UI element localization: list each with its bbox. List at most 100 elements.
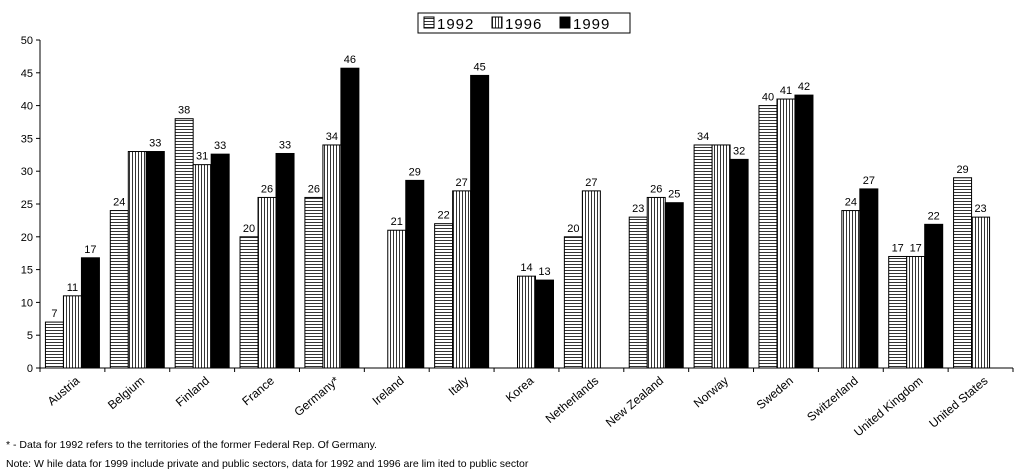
bar	[452, 190, 472, 369]
bar	[563, 236, 583, 369]
bar	[628, 216, 648, 369]
bar	[192, 164, 212, 369]
bar	[470, 74, 490, 369]
data-label: 23	[632, 203, 644, 215]
y-tick-label: 10	[21, 297, 33, 309]
data-label: 41	[780, 85, 792, 97]
bar	[953, 177, 973, 369]
y-tick-label: 5	[27, 330, 33, 342]
legend-label: 1996	[505, 16, 542, 33]
bar	[859, 188, 879, 369]
data-label: 29	[956, 164, 968, 176]
bar	[44, 321, 64, 369]
data-label: 38	[178, 105, 190, 117]
bar	[387, 229, 407, 369]
data-label: 17	[84, 244, 96, 256]
legend-swatch	[491, 16, 503, 29]
bar	[841, 210, 861, 369]
bar	[535, 279, 554, 369]
bar	[581, 190, 601, 369]
bar	[693, 144, 713, 369]
x-tick-label: United Kingdom	[851, 374, 925, 440]
y-tick-label: 0	[27, 363, 33, 375]
bar	[971, 216, 991, 369]
bar	[517, 275, 536, 369]
bar	[646, 196, 666, 369]
x-tick-label: United States	[926, 374, 990, 431]
bar	[434, 223, 454, 369]
data-label: 23	[974, 203, 986, 215]
data-label: 27	[585, 177, 597, 189]
x-tick-label: Austria	[45, 373, 83, 408]
data-label: 29	[409, 166, 421, 178]
footnote-germany: * - Data for 1992 refers to the territor…	[6, 439, 377, 451]
bar	[239, 236, 259, 369]
legend: 1992 1996 1999	[417, 12, 631, 34]
x-tick-label: Norway	[691, 374, 731, 411]
data-label: 42	[798, 81, 810, 93]
data-label: 27	[863, 175, 875, 187]
x-tick-label: Korea	[503, 373, 537, 405]
x-axis: Austria Belgium Finland France Germany* Irela…	[39, 367, 1014, 440]
data-label: 24	[113, 197, 125, 209]
x-tick-label: Belgium	[105, 374, 147, 413]
x-tick-label: Ireland	[370, 374, 407, 408]
x-tick-label: New Zealand	[603, 374, 666, 430]
bar	[794, 94, 814, 369]
x-tick-label: Finland	[173, 374, 212, 410]
x-tick-label: Italy	[446, 374, 472, 399]
bar	[405, 179, 425, 369]
data-label: 21	[391, 216, 403, 228]
x-tick-label: Sweden	[754, 374, 796, 413]
data-label: 20	[567, 223, 579, 235]
legend-box	[417, 12, 631, 34]
y-tick-label: 30	[21, 166, 33, 178]
data-label: 24	[845, 197, 857, 209]
legend-label: 1999	[573, 16, 610, 33]
data-label: 32	[733, 145, 745, 157]
bar	[758, 105, 778, 369]
data-label: 27	[456, 177, 468, 189]
bar	[888, 255, 908, 369]
bar	[924, 223, 944, 369]
data-label: 11	[67, 282, 78, 294]
y-axis: 0 5 10 15 20 25 30 35 40 45 50	[21, 35, 41, 375]
data-label: 33	[279, 139, 291, 151]
bars: 7 11 17 24 33 38 31 33 20 26 33 26 34 46 21 29 22 27 45 14 1…	[44, 54, 991, 369]
data-label: 26	[650, 183, 662, 195]
data-label: 22	[928, 210, 940, 222]
y-tick-label: 40	[21, 101, 33, 113]
bar	[80, 257, 100, 369]
bar	[711, 144, 731, 369]
bar	[776, 98, 796, 369]
bar	[664, 202, 684, 369]
data-label: 33	[149, 138, 161, 150]
bar	[109, 210, 129, 369]
data-label: 33	[214, 140, 226, 152]
data-label: 20	[243, 223, 255, 235]
data-label: 22	[438, 210, 450, 222]
data-label: 13	[538, 266, 550, 278]
data-label: 40	[762, 92, 774, 104]
bar	[62, 295, 82, 369]
data-label: 26	[261, 183, 273, 195]
y-tick-label: 50	[21, 35, 33, 47]
data-label: 46	[344, 54, 356, 66]
data-label: 34	[697, 131, 709, 143]
data-label: 7	[51, 308, 57, 320]
legend-label: 1992	[437, 16, 474, 33]
data-label: 34	[326, 131, 338, 143]
x-tick-label: Switzerland	[804, 374, 861, 425]
y-tick-label: 45	[21, 68, 33, 80]
bar	[210, 153, 230, 369]
x-tick-label: France	[239, 373, 277, 408]
bar	[174, 118, 194, 369]
bar	[275, 152, 295, 369]
bar	[340, 67, 360, 369]
data-label: 25	[668, 189, 680, 201]
data-label: 14	[520, 262, 532, 274]
bar	[257, 196, 277, 369]
bar	[906, 255, 926, 369]
bar	[304, 196, 324, 369]
